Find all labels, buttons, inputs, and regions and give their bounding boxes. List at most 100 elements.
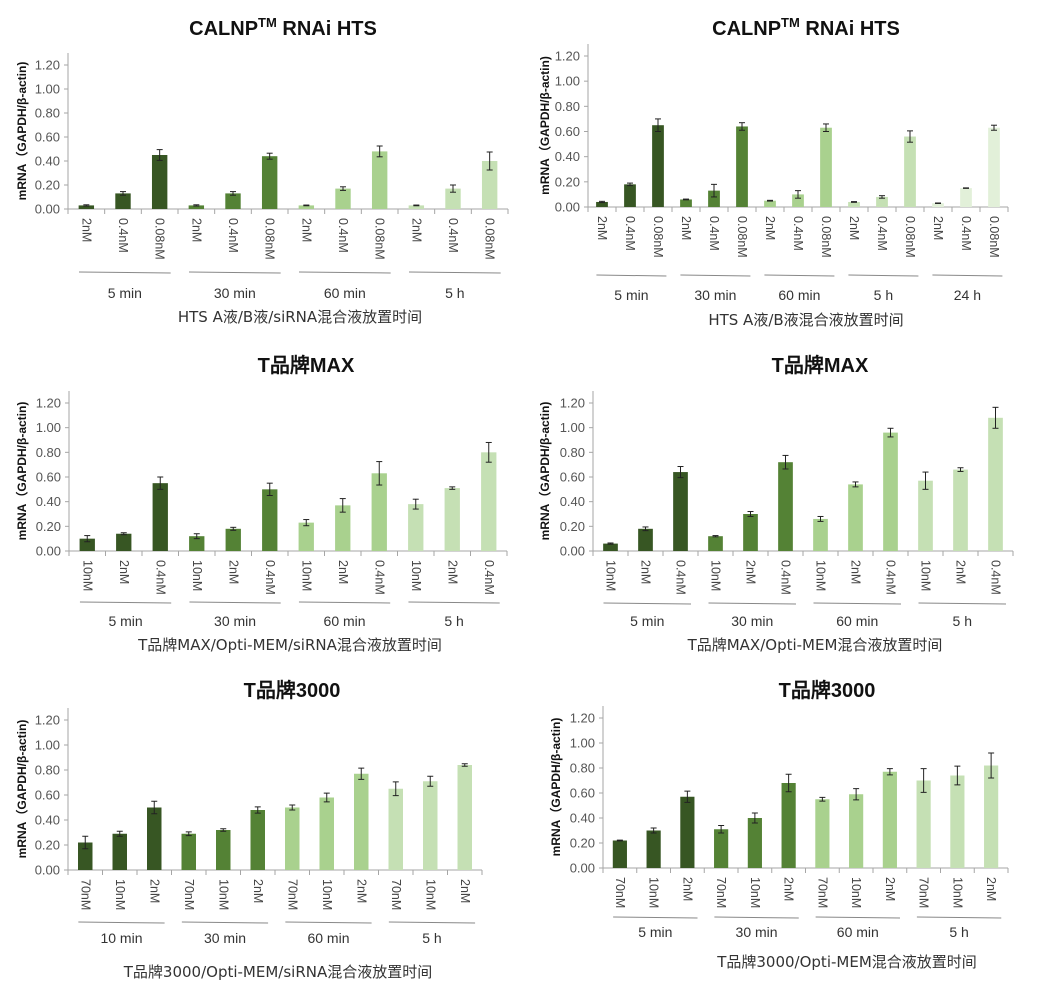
bar [371,473,387,551]
bar [225,193,241,209]
y-tick-label: 0.40 [35,154,60,169]
bar [335,505,351,551]
group-underline [848,274,919,277]
x-category-label: 2nM [595,216,609,240]
bar [714,829,729,868]
y-tick-label: 0.60 [35,788,60,803]
chart-title-main: T品牌3000 [244,678,341,702]
group-label: 5 min [108,285,142,301]
y-tick-label: 0.40 [35,813,60,828]
x-category-label: 2nM [847,216,861,240]
bar [781,783,796,868]
bar [849,794,864,868]
x-category-label: 2nM [680,877,694,901]
x-category-label: 10nM [113,879,127,910]
group-underline [78,921,165,924]
bar [612,840,627,868]
x-category-label: 0.08nM [153,218,167,260]
y-tick-label: 1.00 [36,420,61,435]
x-category-label: 0.08nM [483,218,497,260]
x-category-label: 0.4nM [791,216,805,251]
bar [778,462,793,551]
y-tick-label: 1.00 [35,82,60,97]
y-tick-label: 0.80 [555,99,580,114]
y-tick-label: 0.00 [36,544,61,559]
bar [876,196,888,207]
group-underline [78,271,171,274]
bar [624,184,636,207]
bar [298,205,315,209]
x-category-label: 2nM [251,879,265,903]
bar [457,765,472,870]
chart-title-main: T品牌3000 [779,678,876,702]
group-label: 30 min [736,924,778,940]
group-label: 5 h [949,924,968,940]
bar [680,199,692,207]
bar [708,536,723,551]
group-label: 10 min [100,930,142,946]
x-category-label: 2nM [226,560,240,584]
x-category-label: 0.4nM [989,560,1003,595]
group-underline [298,601,391,604]
bar [152,483,168,551]
bar [646,830,661,868]
bar [151,155,168,209]
y-tick-label: 1.00 [555,74,580,89]
group-label: 5 min [614,287,648,303]
x-category-label: 2nM [763,216,777,240]
bar [883,432,898,551]
y-tick-label: 0.80 [35,763,60,778]
group-label: 60 min [324,613,366,629]
group-underline [813,602,902,605]
group-underline [596,274,667,277]
bar [216,830,231,870]
x-category-label: 2nM [354,879,368,903]
bar [408,205,425,209]
x-category-label: 2nM [299,218,313,242]
x-category-label: 0.08nM [373,218,387,260]
group-label: 60 min [324,285,366,301]
bar [225,528,241,551]
group-underline [181,921,269,924]
group-underline [189,601,281,604]
x-axis-title: T品牌3000/Opti-MEM/siRNA混合液放置时间 [123,963,432,981]
group-underline [188,271,281,274]
y-tick-label: 1.20 [570,711,595,726]
bar [736,126,748,207]
bar [147,807,162,870]
y-axis-title: mRNA（GAPDH/β-actin) [14,720,29,859]
bar [960,188,972,207]
bar [189,536,205,551]
chart-title: T品牌MAX [258,353,355,377]
bar [918,480,933,551]
x-category-label: 0.4nM [446,218,460,253]
group-label: 60 min [836,613,878,629]
x-category-label: 2nM [147,879,161,903]
bar [988,127,1000,207]
x-category-label: 70nM [815,877,829,908]
x-category-label: 10nM [423,879,437,910]
x-category-label: 10nM [950,877,964,908]
group-underline [714,916,799,919]
group-underline [815,916,901,919]
bar [950,775,965,868]
bar [743,514,758,551]
x-axis-title: T品牌3000/Opti-MEM混合液放置时间 [716,953,977,971]
bar [953,469,968,551]
x-category-label: 10nM [216,879,230,910]
x-category-label: 0.08nM [735,216,749,258]
bar [319,797,334,870]
group-underline [916,916,1002,919]
chart-title-main: CALNP [189,18,258,40]
chart-4: T品牌MAX 0.00 0.20 0.40 0.60 0.80 1.00 1.20 mRNA（G… [537,353,1014,654]
x-category-label: 70nM [613,877,627,908]
y-tick-label: 1.20 [35,713,60,728]
bar [79,538,95,551]
x-category-label: 0.4nM [674,560,688,595]
x-category-label: 2nM [679,216,693,240]
x-category-label: 0.08nM [903,216,917,258]
chart-title-rest: RNAi HTS [277,18,377,40]
bar [78,842,93,870]
y-tick-label: 0.60 [560,470,585,485]
x-category-label: 10nM [604,560,618,591]
